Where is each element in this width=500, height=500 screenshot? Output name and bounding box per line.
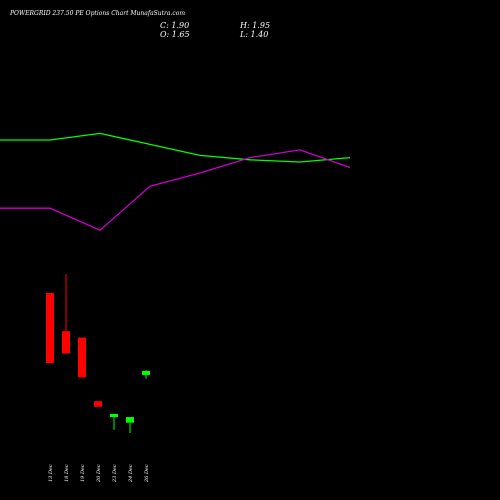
line-series-1 <box>0 132 351 163</box>
x-tick-label: 19 Dec <box>80 464 86 482</box>
open-value: O: 1.65 <box>160 30 190 39</box>
candle-body <box>142 370 150 375</box>
x-tick-label: 23 Dec <box>112 464 118 483</box>
candle-body <box>94 401 102 407</box>
close-value: C: 1.90 <box>160 21 190 30</box>
x-tick-label: 26 Dec <box>144 464 150 483</box>
low-value: L: 1.40 <box>240 30 269 39</box>
x-tick-label: 24 Dec <box>128 464 134 483</box>
x-tick-label: 18 Dec <box>64 464 70 482</box>
candle-body <box>46 293 54 363</box>
x-tick-label: 20 Dec <box>96 464 102 483</box>
candle-body <box>110 413 118 418</box>
x-tick-label: 13 Dec <box>48 464 54 482</box>
high-value: H: 1.95 <box>240 21 271 30</box>
candle-body <box>78 337 86 378</box>
candle-body <box>126 417 134 423</box>
candle-body <box>62 331 70 354</box>
chart-title: POWERGRID 237.50 PE Options Chart Munafa… <box>10 10 186 17</box>
line-series-2 <box>0 149 351 231</box>
